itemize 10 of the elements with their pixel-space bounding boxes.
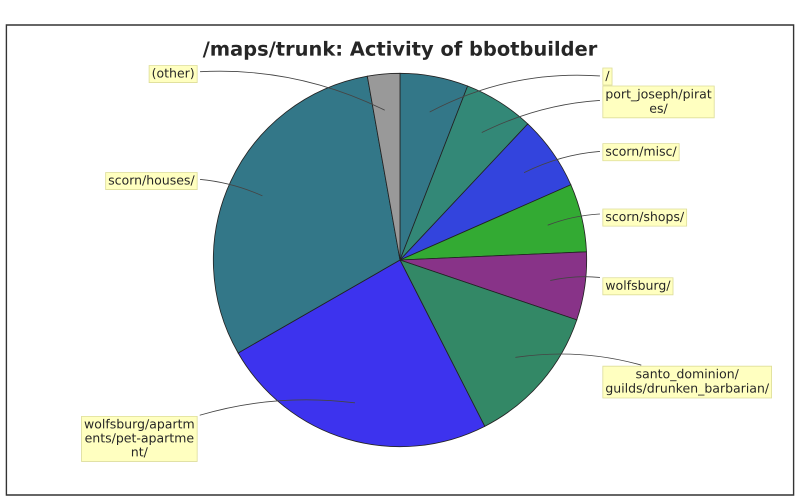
slice-label: scorn/misc/ — [606, 146, 677, 157]
slice-label: port_joseph/pirat es/ — [606, 88, 712, 114]
slice-label: santo_dominion/ guilds/drunken_barbarian/ — [606, 368, 770, 396]
slice-label: scorn/houses/ — [108, 175, 195, 186]
slice-label: wolfsburg/ — [606, 280, 671, 292]
chart-title: /maps/trunk: Activity of bbotbuilder — [202, 40, 598, 60]
slice-label: (other) — [152, 68, 194, 80]
slice-label: wolfsburg/apartm ents/pet-apartme nt/ — [84, 418, 194, 458]
slice-label: scorn/shops/ — [606, 212, 684, 224]
slice-label: / — [605, 70, 610, 82]
